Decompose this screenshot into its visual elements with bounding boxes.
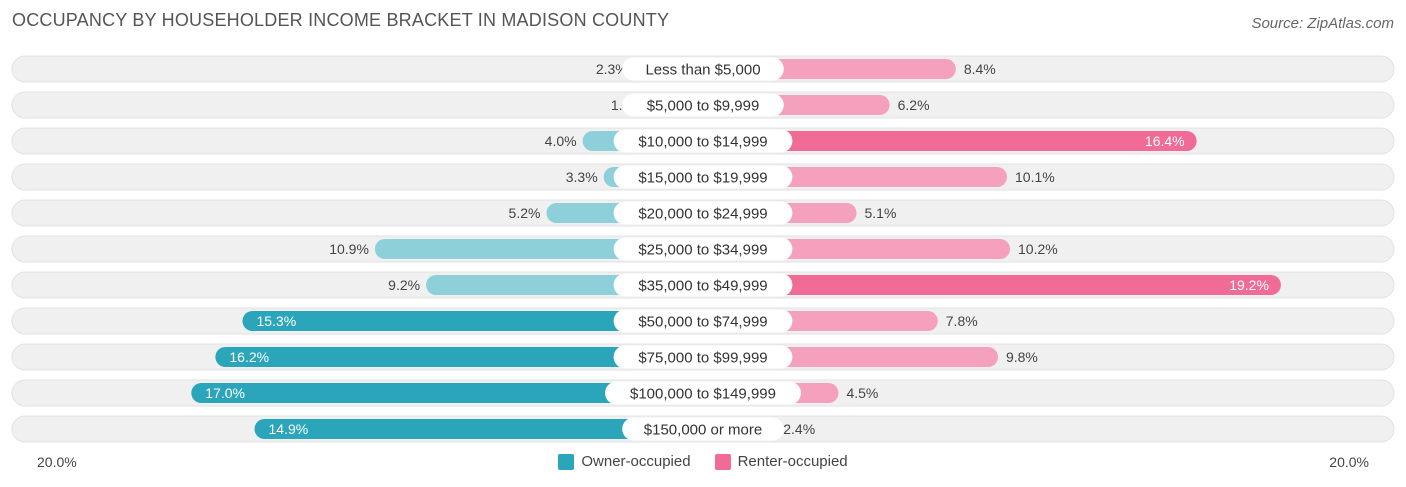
owner-value-label: 15.3% [256, 313, 296, 329]
renter-bar [703, 275, 1281, 295]
legend: Owner-occupied Renter-occupied [0, 453, 1406, 470]
category-pill [613, 345, 793, 369]
owner-value-label: 3.3% [566, 169, 598, 185]
owner-value-label: 2.3% [596, 61, 628, 77]
category-pill [613, 237, 793, 261]
owner-bar [242, 311, 703, 331]
category-pill [613, 165, 793, 189]
chart-canvas: 2.3%8.4%Less than $5,0001.8%6.2%$5,000 t… [11, 55, 1395, 443]
category-label: $15,000 to $19,999 [638, 170, 767, 187]
renter-value-label: 10.2% [1018, 241, 1058, 257]
owner-value-label: 4.0% [545, 133, 577, 149]
category-label: $50,000 to $74,999 [638, 314, 767, 331]
category-label: $150,000 or more [644, 422, 762, 439]
owner-bar [191, 383, 704, 403]
owner-value-label: 16.2% [229, 349, 269, 365]
axis-right-label: 20.0% [1329, 454, 1369, 470]
category-label: Less than $5,000 [645, 62, 760, 79]
owner-value-label: 10.9% [329, 241, 369, 257]
renter-value-label: 19.2% [1229, 277, 1269, 293]
renter-value-label: 9.8% [1006, 349, 1038, 365]
renter-value-label: 7.8% [946, 313, 978, 329]
source-credit: Source: ZipAtlas.com [1251, 15, 1394, 32]
owner-value-label: 17.0% [205, 385, 245, 401]
renter-value-label: 8.4% [964, 61, 996, 77]
owner-bar [215, 347, 703, 367]
category-label: $75,000 to $99,999 [638, 350, 767, 367]
legend-label-owner: Owner-occupied [581, 453, 691, 470]
renter-value-label: 10.1% [1015, 169, 1055, 185]
category-pill [613, 129, 793, 153]
axis-left-label: 20.0% [37, 454, 77, 470]
owner-value-label: 5.2% [509, 205, 541, 221]
category-pill [622, 417, 784, 441]
renter-value-label: 2.4% [783, 421, 815, 437]
renter-value-label: 4.5% [846, 385, 878, 401]
legend-swatch-renter [714, 453, 731, 470]
owner-value-label: 14.9% [269, 421, 309, 437]
renter-value-label: 6.2% [898, 97, 930, 113]
category-label: $20,000 to $24,999 [638, 206, 767, 223]
category-label: $100,000 to $149,999 [630, 386, 776, 403]
category-label: $5,000 to $9,999 [647, 98, 760, 115]
category-pill [613, 201, 793, 225]
legend-item-owner: Owner-occupied [558, 453, 691, 470]
legend-swatch-owner [558, 453, 575, 470]
legend-label-renter: Renter-occupied [737, 453, 848, 470]
category-label: $10,000 to $14,999 [638, 134, 767, 151]
category-pill [613, 309, 793, 333]
category-pill [622, 57, 784, 81]
renter-value-label: 5.1% [865, 205, 897, 221]
category-label: $35,000 to $49,999 [638, 278, 767, 295]
owner-bar [254, 419, 703, 439]
legend-item-renter: Renter-occupied [714, 453, 848, 470]
category-pill [605, 381, 801, 405]
category-pill [613, 273, 793, 297]
owner-value-label: 9.2% [388, 277, 420, 293]
renter-bar [703, 131, 1197, 151]
chart-title: OCCUPANCY BY HOUSEHOLDER INCOME BRACKET … [12, 10, 670, 30]
renter-value-label: 16.4% [1145, 133, 1185, 149]
category-label: $25,000 to $34,999 [638, 242, 767, 259]
category-pill [622, 93, 784, 117]
